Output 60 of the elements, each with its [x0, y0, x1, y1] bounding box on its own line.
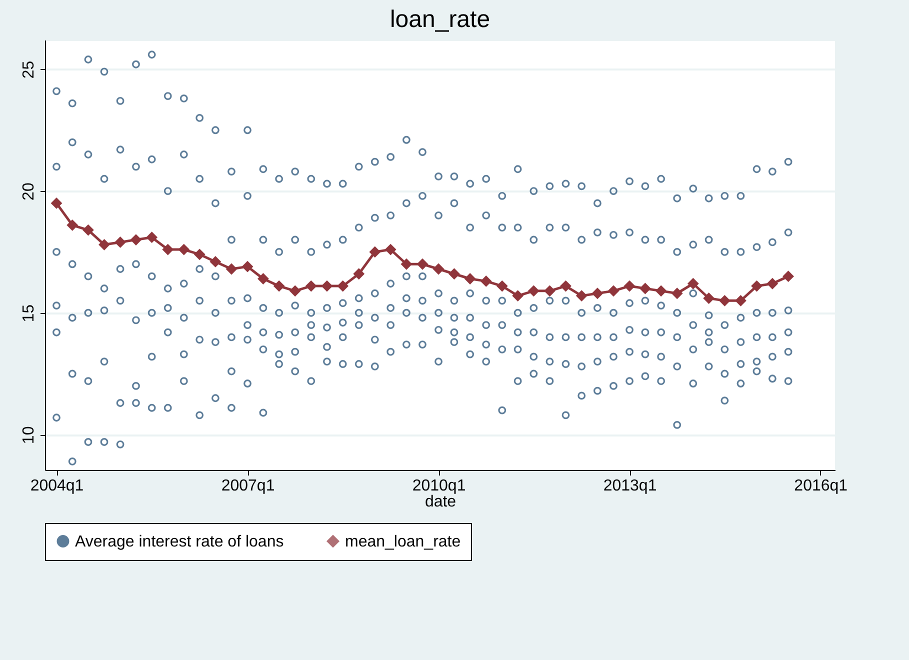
- point: [66, 219, 78, 231]
- point: [448, 268, 460, 280]
- point: [782, 270, 794, 282]
- point: [687, 278, 699, 290]
- legend-label: Average interest rate of loans: [75, 533, 284, 550]
- point: [544, 285, 556, 297]
- x-tick-label: 2013q1: [603, 478, 657, 494]
- x-tick-label: 2016q1: [794, 478, 848, 494]
- y-tick-label: 25: [20, 60, 38, 79]
- point: [576, 290, 588, 302]
- point: [464, 273, 476, 284]
- point: [718, 294, 730, 306]
- point: [194, 248, 206, 260]
- point: [242, 260, 254, 272]
- point: [751, 280, 762, 292]
- point: [592, 288, 604, 300]
- x-axis-title: date: [424, 494, 456, 510]
- point: [703, 292, 715, 304]
- point: [226, 263, 238, 275]
- point: [257, 273, 269, 284]
- point: [178, 244, 190, 256]
- point: [640, 282, 651, 294]
- point: [384, 244, 396, 256]
- x-tick-label: 2010q1: [412, 478, 466, 494]
- point: [289, 285, 301, 297]
- point: [321, 280, 333, 292]
- point: [624, 280, 636, 292]
- point: [82, 224, 94, 236]
- point: [655, 285, 667, 297]
- point: [130, 234, 142, 246]
- point: [353, 268, 365, 280]
- y-tick-label: 10: [20, 426, 38, 444]
- x-tick-label: 2007q1: [221, 478, 275, 494]
- x-tick-label: 2004q1: [30, 478, 84, 494]
- point: [512, 290, 524, 302]
- point: [50, 198, 62, 209]
- point: [337, 280, 349, 292]
- point: [766, 278, 778, 290]
- chart-title: loan_rate: [390, 6, 490, 33]
- point: [671, 288, 683, 300]
- point: [608, 285, 620, 297]
- point: [114, 236, 126, 248]
- y-tick-label: 15: [20, 304, 38, 322]
- point: [432, 263, 444, 275]
- point: [98, 238, 110, 250]
- y-tick-label: 20: [20, 182, 38, 200]
- point: [400, 258, 412, 270]
- legend-label: mean_loan_rate: [345, 533, 461, 550]
- point: [273, 280, 285, 292]
- point: [480, 275, 492, 287]
- point: [560, 280, 572, 292]
- point: [369, 246, 381, 258]
- point: [210, 256, 222, 268]
- point: [416, 258, 428, 270]
- point: [146, 232, 158, 244]
- point: [496, 280, 508, 292]
- point: [305, 280, 317, 292]
- point: [735, 294, 746, 306]
- point: [162, 244, 174, 256]
- point: [528, 285, 540, 297]
